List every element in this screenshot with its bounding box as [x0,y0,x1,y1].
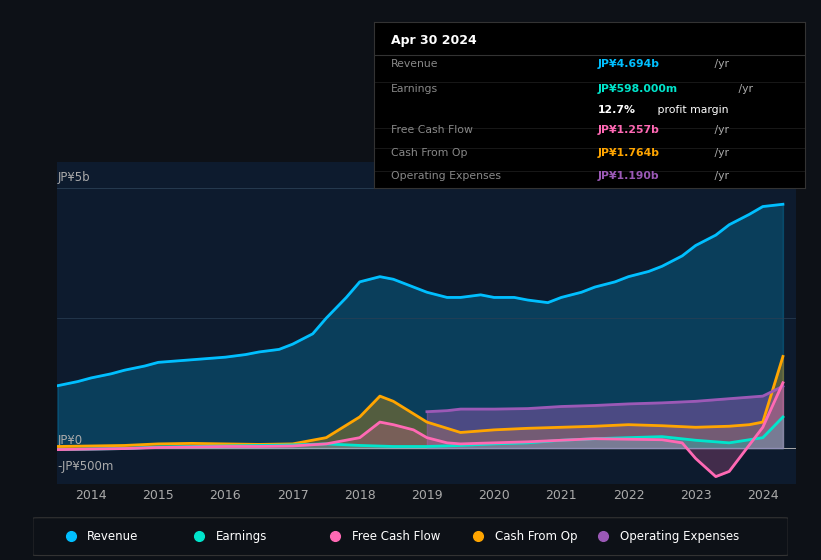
Text: Cash From Op: Cash From Op [495,530,578,543]
Text: Earnings: Earnings [216,530,267,543]
Text: Free Cash Flow: Free Cash Flow [391,125,473,135]
Text: Apr 30 2024: Apr 30 2024 [391,34,476,47]
Text: -JP¥500m: -JP¥500m [57,460,114,473]
Text: Cash From Op: Cash From Op [391,148,467,158]
Text: Operating Expenses: Operating Expenses [620,530,739,543]
Text: Earnings: Earnings [391,83,438,94]
FancyBboxPatch shape [33,517,788,556]
Text: profit margin: profit margin [654,105,728,115]
Text: /yr: /yr [711,148,728,158]
Text: JP¥598.000m: JP¥598.000m [598,83,678,94]
Text: /yr: /yr [711,125,728,135]
Text: Revenue: Revenue [391,59,438,69]
Text: /yr: /yr [711,171,728,181]
Text: JP¥4.694b: JP¥4.694b [598,59,660,69]
Text: /yr: /yr [711,59,728,69]
Text: Free Cash Flow: Free Cash Flow [351,530,440,543]
Text: JP¥0: JP¥0 [57,434,83,447]
Text: Operating Expenses: Operating Expenses [391,171,501,181]
Text: JP¥1.190b: JP¥1.190b [598,171,659,181]
Text: 12.7%: 12.7% [598,105,635,115]
Text: JP¥1.764b: JP¥1.764b [598,148,660,158]
Text: JP¥5b: JP¥5b [57,171,90,184]
Text: JP¥1.257b: JP¥1.257b [598,125,659,135]
Text: Revenue: Revenue [87,530,139,543]
Text: /yr: /yr [735,83,753,94]
